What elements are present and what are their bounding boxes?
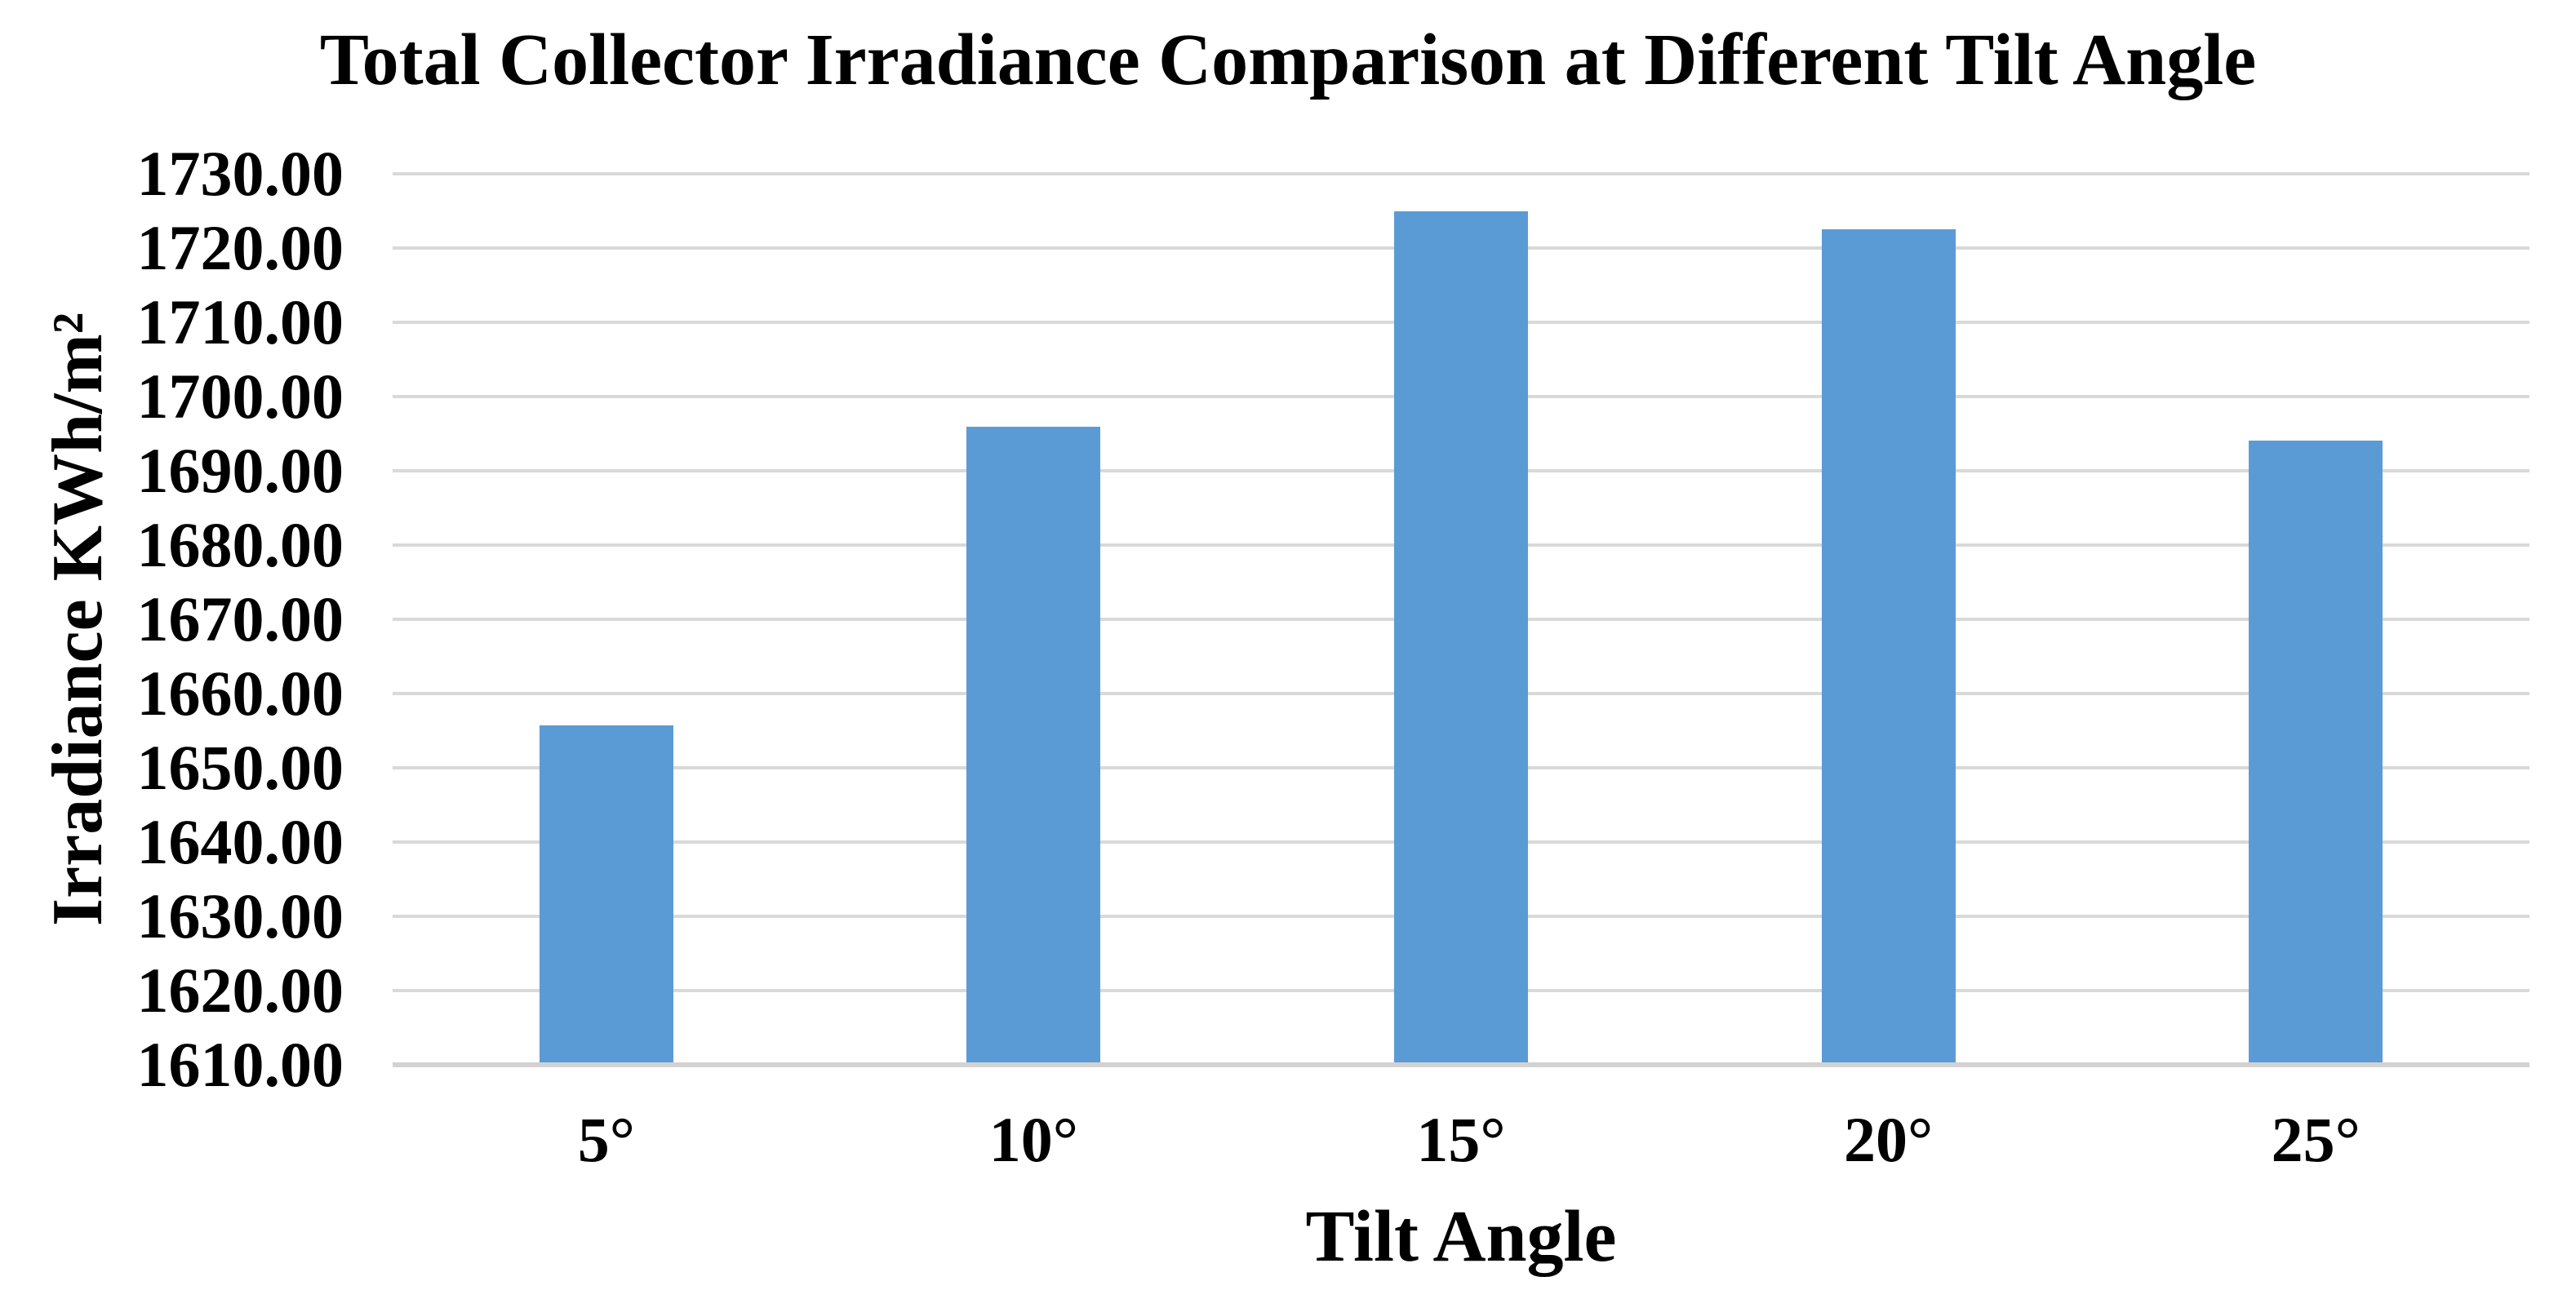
y-tick-label: 1690.00	[136, 435, 344, 506]
bar	[966, 427, 1101, 1065]
y-tick-label: 1610.00	[136, 1029, 344, 1100]
plot-area	[393, 172, 2529, 1067]
x-tick-label: 10°	[988, 1104, 1078, 1175]
y-tick-label: 1620.00	[136, 955, 344, 1026]
x-tick-label: 5°	[577, 1104, 635, 1175]
y-tick-label: 1720.00	[136, 212, 344, 283]
bar-slot	[393, 174, 820, 1065]
y-tick-label: 1710.00	[136, 286, 344, 357]
gridline	[393, 172, 2529, 175]
y-tick-label: 1670.00	[136, 583, 344, 654]
chart-title: Total Collector Irradiance Comparison at…	[319, 20, 2257, 100]
bar	[1394, 211, 1528, 1065]
y-tick-label: 1700.00	[136, 361, 344, 432]
x-tick-label: 15°	[1416, 1104, 1506, 1175]
y-tick-label: 1640.00	[136, 806, 344, 877]
bar	[539, 725, 673, 1065]
x-axis-line	[393, 1062, 2529, 1067]
bar-slot	[1247, 174, 1675, 1065]
bar	[1821, 229, 1956, 1065]
x-axis-title: Tilt Angle	[1305, 1196, 1617, 1277]
x-axis-tick-labels: 5° 10° 15° 20° 25°	[393, 1103, 2529, 1177]
y-tick-label: 1630.00	[136, 880, 344, 951]
y-tick-label: 1650.00	[136, 732, 344, 803]
y-tick-label: 1660.00	[136, 658, 344, 729]
bar-slot	[2102, 174, 2529, 1065]
x-tick-label: 20°	[1843, 1104, 1934, 1175]
y-tick-label: 1730.00	[136, 138, 344, 209]
x-tick-label: 25°	[2271, 1104, 2361, 1175]
y-tick-label: 1680.00	[136, 509, 344, 580]
y-axis-tick-labels: 1730.00 1720.00 1710.00 1700.00 1690.00 1680.…	[0, 142, 344, 1097]
bar-slot	[820, 174, 1248, 1065]
bar-slot	[1675, 174, 2103, 1065]
bar	[2249, 440, 2383, 1065]
bar-series	[393, 174, 2529, 1065]
